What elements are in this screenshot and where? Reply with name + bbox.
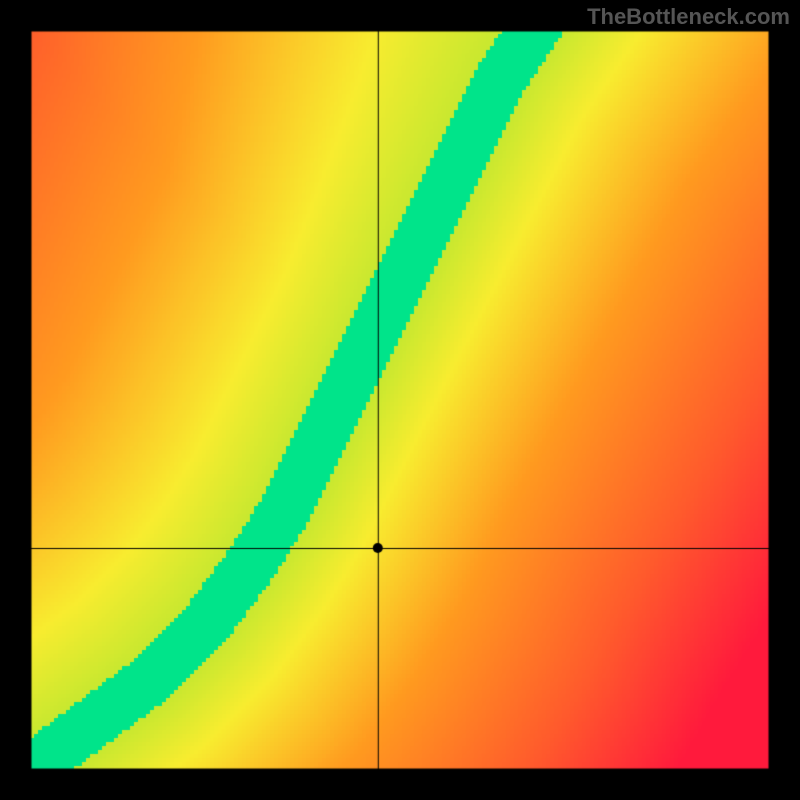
watermark-text: TheBottleneck.com: [587, 4, 790, 30]
chart-container: TheBottleneck.com: [0, 0, 800, 800]
heatmap-chart: [0, 0, 800, 800]
